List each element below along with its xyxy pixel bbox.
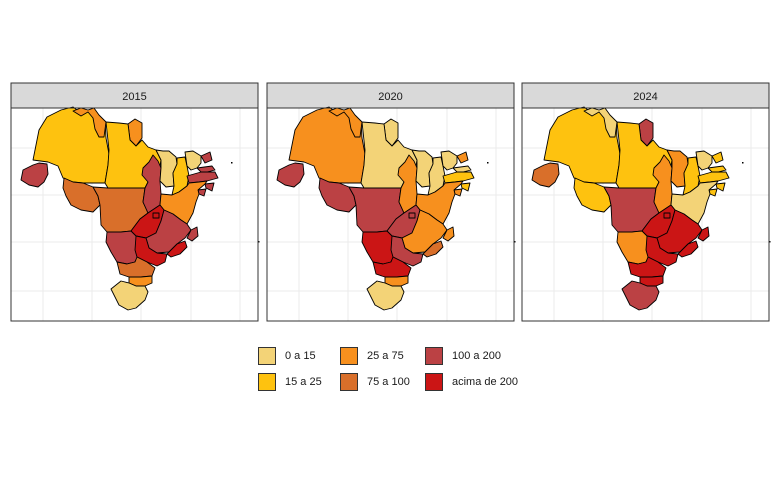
facet-strip (10, 82, 259, 109)
state-pb (196, 165, 216, 173)
facet-strip-label: 2015 (122, 91, 146, 103)
island-dot (487, 162, 489, 164)
panel-border (266, 107, 515, 322)
state-rn (711, 151, 724, 164)
state-al (460, 182, 471, 192)
island-dot (258, 241, 260, 243)
legend: 0 a 15 15 a 25 25 a 75 75 a 100 100 a 20… (258, 346, 558, 396)
legend-label-4: 100 a 200 (452, 350, 501, 362)
state-ro (573, 177, 612, 213)
island-dot (742, 162, 744, 164)
state-es (186, 226, 199, 242)
legend-label-0: 0 a 15 (285, 350, 316, 362)
state-ro (318, 177, 357, 213)
legend-key-2 (340, 347, 358, 365)
state-rs (110, 280, 149, 311)
state-rr (328, 107, 363, 138)
state-ce (440, 150, 458, 171)
state-sp (390, 235, 424, 267)
legend-key-4 (425, 347, 443, 365)
state-ro (62, 177, 101, 213)
state-rn (456, 151, 469, 164)
state-df (663, 212, 671, 219)
legend-label-1: 15 a 25 (285, 376, 322, 388)
legend-item-4: 100 a 200 (425, 346, 501, 366)
facet-strip-label: 2024 (633, 91, 657, 103)
legend-item-2: 25 a 75 (340, 346, 404, 366)
facet-strip (266, 82, 515, 109)
state-rj (422, 240, 444, 258)
legend-item-5: acima de 200 (425, 372, 518, 392)
state-al (204, 182, 215, 192)
state-rr (72, 107, 107, 138)
island-dot (231, 162, 233, 164)
state-df (408, 212, 416, 219)
facet-2015: 2015 (10, 82, 260, 322)
island-dot (769, 241, 771, 243)
legend-label-5: acima de 200 (452, 376, 519, 388)
state-ac (531, 162, 560, 188)
state-rs (366, 280, 405, 311)
state-pb (452, 165, 472, 173)
state-al (715, 182, 726, 192)
state-rs (621, 280, 660, 311)
state-pr (372, 256, 412, 278)
state-rj (677, 240, 699, 258)
state-df (152, 212, 160, 219)
facet-2024: 2024 (521, 82, 771, 322)
legend-item-3: 75 a 100 (340, 372, 410, 392)
state-rj (166, 240, 188, 258)
facet-2020: 2020 (266, 82, 516, 322)
legend-key-0 (258, 347, 276, 365)
legend-label-3: 75 a 100 (367, 376, 410, 388)
state-pr (116, 256, 156, 278)
panel-border (521, 107, 770, 322)
facet-strip (521, 82, 770, 109)
state-pr (627, 256, 667, 278)
state-ce (184, 150, 202, 171)
legend-key-1 (258, 373, 276, 391)
state-layer (276, 106, 516, 311)
state-rn (200, 151, 213, 164)
facet-strip-label: 2020 (378, 91, 402, 103)
state-sp (134, 235, 168, 267)
island-dot (514, 241, 516, 243)
legend-item-0: 0 a 15 (258, 346, 316, 366)
legend-key-5 (425, 373, 443, 391)
state-sp (645, 235, 679, 267)
state-layer (531, 106, 771, 311)
state-es (697, 226, 710, 242)
state-ac (276, 162, 305, 188)
state-es (442, 226, 455, 242)
state-layer (20, 106, 260, 311)
state-ac (20, 162, 49, 188)
state-rr (583, 107, 618, 138)
state-pb (707, 165, 727, 173)
legend-label-2: 25 a 75 (367, 350, 404, 362)
state-ce (695, 150, 713, 171)
panel-border (10, 107, 259, 322)
legend-item-1: 15 a 25 (258, 372, 322, 392)
legend-key-3 (340, 373, 358, 391)
